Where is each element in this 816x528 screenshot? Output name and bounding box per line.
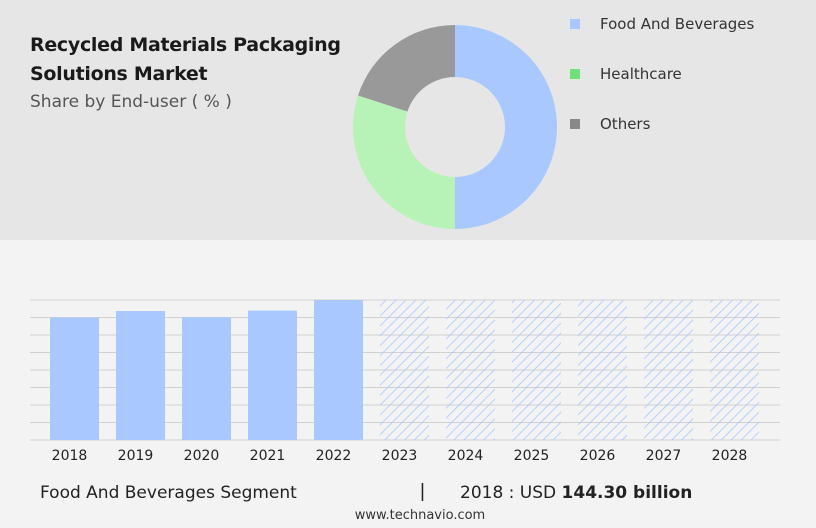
bar-2020	[182, 317, 231, 440]
chart-title: Recycled Materials Packaging Solutions M…	[30, 34, 341, 85]
x-tick-label: 2022	[316, 448, 352, 464]
bar-2022	[314, 300, 363, 440]
bar-2027	[644, 300, 693, 440]
x-tick-label: 2025	[514, 448, 550, 464]
bar-2021	[248, 310, 297, 440]
footer-segment-label: Food And Beverages Segment	[40, 483, 297, 503]
legend-swatch-others	[570, 119, 580, 129]
x-tick-label: 2023	[382, 448, 418, 464]
x-tick-label: 2027	[646, 448, 682, 464]
bar-chart: 2018 2019 2020 2021 2022 2023 2024 2025 2026 2027…	[30, 299, 780, 464]
bar-2019	[116, 311, 165, 440]
x-tick-label: 2019	[118, 448, 154, 464]
legend-label-others: Others	[600, 115, 651, 133]
donut-chart	[352, 25, 557, 230]
source-url: www.technavio.com	[354, 508, 486, 523]
x-tick-label: 2024	[448, 448, 484, 464]
legend-item-healthcare: Healthcare	[570, 62, 754, 86]
bar-2026	[578, 300, 627, 440]
legend-swatch-healthcare	[570, 69, 580, 79]
bar-2028	[710, 300, 759, 440]
legend-label-food-and-beverages: Food And Beverages	[600, 15, 755, 33]
x-tick-label: 2026	[580, 448, 616, 464]
legend-item-others: Others	[570, 112, 754, 136]
footer-separator: |	[420, 481, 425, 502]
bar-2025	[512, 300, 561, 440]
bar-2024	[446, 300, 495, 440]
x-tick-label: 2020	[184, 448, 220, 464]
bar-2023	[380, 300, 429, 440]
legend: Food And Beverages Healthcare Others	[570, 12, 754, 162]
donut-slice-others	[357, 25, 455, 112]
footer-year-prefix: 2018 : USD	[460, 483, 557, 503]
bottom-panel: 2018 2019 2020 2021 2022 2023 2024 2025 2026 2027…	[0, 240, 816, 528]
x-tick-label: 2018	[52, 448, 88, 464]
legend-label-healthcare: Healthcare	[600, 65, 682, 83]
legend-item-food-and-beverages: Food And Beverages	[570, 12, 754, 36]
legend-swatch-food-and-beverages	[570, 19, 580, 29]
footer-value-amount: 144.30 billion	[561, 483, 693, 503]
x-tick-label: 2028	[712, 448, 748, 464]
donut-slice-food-and-beverages	[455, 25, 557, 229]
x-tick-label: 2021	[250, 448, 286, 464]
bar-2018	[50, 317, 99, 440]
donut-slice-healthcare	[352, 95, 455, 230]
chart-subtitle: Share by End-user ( % )	[30, 92, 232, 112]
footer-value: 2018 : USD 144.30 billion	[460, 483, 692, 503]
